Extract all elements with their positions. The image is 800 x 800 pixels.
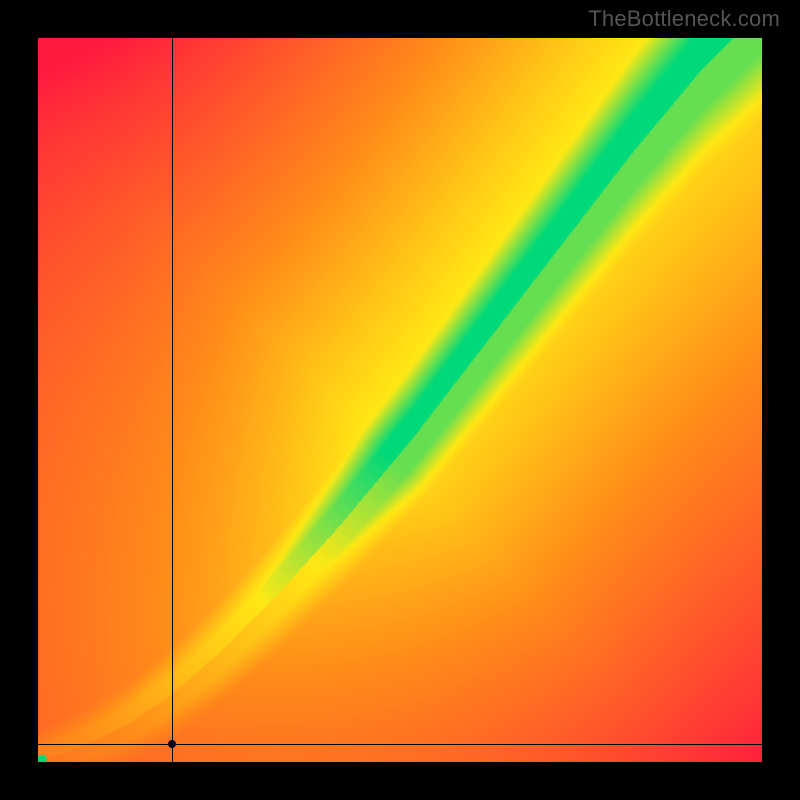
- chart-container: TheBottleneck.com: [0, 0, 800, 800]
- watermark-text: TheBottleneck.com: [588, 6, 780, 32]
- plot-area: [38, 38, 762, 762]
- heatmap-canvas: [38, 38, 762, 762]
- crosshair-dot: [168, 740, 176, 748]
- crosshair-horizontal: [38, 744, 762, 745]
- crosshair-vertical: [172, 38, 173, 762]
